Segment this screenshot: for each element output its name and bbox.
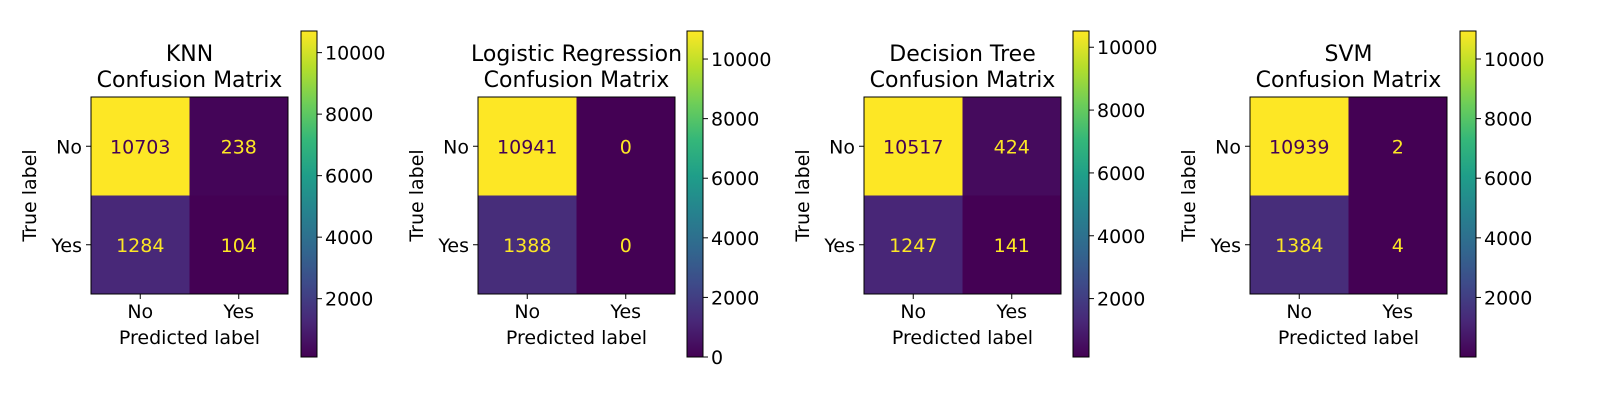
x-axis-label: Predicted label [892, 327, 1033, 349]
y-tick-label: Yes [1209, 235, 1241, 257]
matrix-frame [90, 96, 289, 295]
y-axis-label: True label [1178, 149, 1200, 242]
colorbar-tick-label: 4000 [1484, 228, 1532, 250]
colorbar-tick-label: 6000 [1097, 163, 1145, 185]
cell-value-label: 238 [221, 136, 257, 158]
y-tick-label: No [56, 136, 82, 158]
x-tick-label: Yes [609, 301, 641, 323]
colorbar-tick-label: 2000 [711, 287, 759, 309]
x-tick-label: No [127, 301, 153, 323]
cell-value-label: 10941 [497, 136, 557, 158]
colorbar-tick-label: 10000 [1484, 49, 1544, 71]
colorbar-tick-label: 6000 [1484, 168, 1532, 190]
colorbar-tick-label: 8000 [711, 109, 759, 131]
matrix-cell [1348, 195, 1447, 294]
x-tick-label: Yes [222, 301, 254, 323]
panel-title-line: Confusion Matrix [97, 68, 283, 93]
cell-value-label: 1247 [889, 235, 937, 257]
y-tick-label: Yes [823, 235, 855, 257]
colorbar-tick-label: 10000 [1097, 37, 1157, 59]
x-axis-label: Predicted label [119, 327, 260, 349]
cell-value-label: 10517 [883, 136, 943, 158]
matrix-cell [189, 195, 288, 294]
colorbar-tick-label: 6000 [325, 166, 373, 188]
panel-title-line: KNN [166, 42, 213, 67]
cell-value-label: 141 [994, 235, 1030, 257]
panel-title-line: Decision Tree [889, 42, 1036, 67]
colorbar-tick-label: 10000 [711, 49, 771, 71]
cell-value-label: 104 [221, 235, 257, 257]
matrix-cell [962, 195, 1061, 294]
colorbar [1072, 30, 1090, 358]
colorbar-tick-label: 2000 [1484, 287, 1532, 309]
panel-title-line: SVM [1325, 42, 1373, 67]
y-tick-label: No [829, 136, 855, 158]
colorbar-tick-label: 4000 [1097, 226, 1145, 248]
colorbar-tick-label: 8000 [1484, 109, 1532, 131]
colorbar [1459, 30, 1477, 358]
y-tick-label: Yes [50, 235, 82, 257]
cell-value-label: 10703 [110, 136, 170, 158]
matrix-cell [189, 97, 288, 196]
matrix-cell [91, 97, 190, 196]
matrix-cell [478, 195, 577, 294]
panel-title-line: Logistic Regression [471, 42, 682, 67]
matrix-frame [477, 96, 676, 295]
matrix-cell [576, 97, 675, 196]
y-tick-label: No [443, 136, 469, 158]
matrix-cell [962, 97, 1061, 196]
matrix-frame [863, 96, 1062, 295]
colorbar-tick-label: 2000 [1097, 289, 1145, 311]
y-axis-label: True label [19, 149, 41, 242]
cell-value-label: 0 [620, 235, 632, 257]
y-axis-label: True label [792, 149, 814, 242]
x-axis-label: Predicted label [1278, 327, 1419, 349]
y-tick-label: Yes [437, 235, 469, 257]
colorbar-tick-label: 8000 [1097, 100, 1145, 122]
confusion-matrix-panel-2: 10941 0 1388 0 Logistic RegressionConfusion … [406, 30, 771, 369]
cell-value-label: 2 [1392, 136, 1404, 158]
y-axis-label: True label [406, 149, 428, 242]
cell-value-label: 10939 [1269, 136, 1329, 158]
x-tick-label: Yes [995, 301, 1027, 323]
matrix-cell [1348, 97, 1447, 196]
matrix-cell [864, 97, 963, 196]
colorbar-tick-label: 4000 [711, 228, 759, 250]
matrix-cell [576, 195, 675, 294]
matrix-cell [1250, 195, 1349, 294]
cell-value-label: 0 [620, 136, 632, 158]
x-tick-label: No [900, 301, 926, 323]
cell-value-label: 1384 [1275, 235, 1323, 257]
cell-value-label: 4 [1392, 235, 1404, 257]
colorbar-tick-label: 10000 [325, 43, 385, 65]
colorbar-tick-label: 2000 [325, 289, 373, 311]
x-axis-label: Predicted label [506, 327, 647, 349]
colorbar-tick-label: 6000 [711, 168, 759, 190]
colorbar [300, 30, 318, 358]
y-tick-label: No [1215, 136, 1241, 158]
colorbar [686, 30, 704, 358]
colorbar-tick-label: 8000 [325, 104, 373, 126]
cell-value-label: 1388 [503, 235, 551, 257]
panel-title-line: Confusion Matrix [870, 68, 1056, 93]
matrix-cell [91, 195, 190, 294]
matrix-cell [864, 195, 963, 294]
matrix-cell [478, 97, 577, 196]
x-tick-label: No [1286, 301, 1312, 323]
x-tick-label: No [514, 301, 540, 323]
cell-value-label: 424 [994, 136, 1030, 158]
colorbar-tick-label: 0 [711, 347, 723, 369]
panel-title-line: Confusion Matrix [1256, 68, 1442, 93]
cell-value-label: 1284 [116, 235, 164, 257]
colorbar-tick-label: 4000 [325, 227, 373, 249]
matrix-cell [1250, 97, 1349, 196]
panel-title-line: Confusion Matrix [484, 68, 670, 93]
x-tick-label: Yes [1381, 301, 1413, 323]
matrix-frame [1249, 96, 1448, 295]
